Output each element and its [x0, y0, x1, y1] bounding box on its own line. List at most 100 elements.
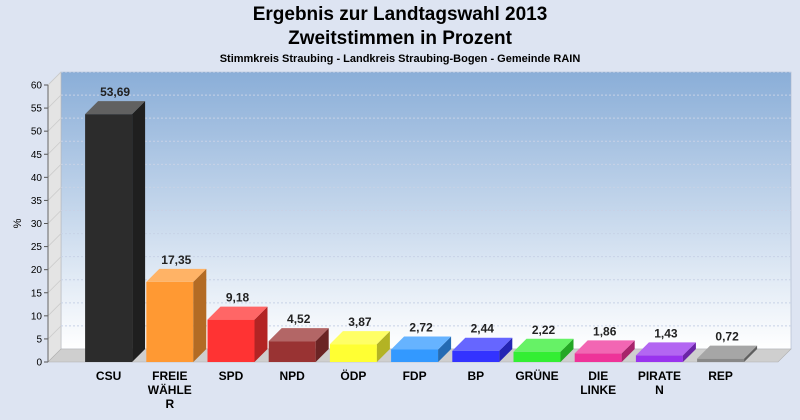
bar-top	[268, 328, 329, 342]
bar-side	[744, 345, 758, 362]
grid-line-side	[47, 302, 62, 317]
x-tick-label: LINKE	[580, 383, 616, 397]
x-tick-label: SPD	[219, 369, 244, 383]
grid-line-side	[47, 325, 62, 340]
grid-line-side	[47, 164, 62, 178]
bar-side	[438, 336, 452, 362]
data-label: 17,35	[161, 253, 191, 267]
chart-title: Ergebnis zur Landtagswahl 2013	[252, 4, 548, 25]
bar-10	[697, 345, 758, 362]
bar-top	[452, 337, 513, 351]
bar-front	[146, 281, 194, 362]
bar-top	[329, 331, 390, 345]
y-tick-label: 25	[31, 242, 43, 253]
bar-4	[329, 331, 390, 362]
bar-side	[560, 338, 574, 362]
bar-top	[146, 268, 207, 282]
bar-top	[574, 340, 635, 354]
x-tick-label: DIE	[588, 369, 608, 383]
x-tick-label: NPD	[280, 369, 306, 383]
y-tick-label: 30	[31, 219, 43, 230]
grid-line-side	[47, 94, 62, 109]
chart-subtitle: Zweitstimmen in Prozent	[288, 28, 512, 49]
data-label: 1,86	[593, 324, 617, 338]
grid-line-side	[47, 233, 62, 247]
data-label: 1,43	[654, 326, 678, 340]
bar-side	[254, 306, 268, 362]
y-tick-label: 60	[31, 81, 43, 92]
x-tick-label: GRÜNE	[515, 368, 558, 383]
y-tick-label: 10	[31, 311, 43, 322]
x-tick-label: N	[655, 383, 664, 397]
grid-line-side	[47, 279, 62, 294]
bar-top	[391, 336, 452, 350]
bar-0	[85, 101, 146, 362]
bar-top	[697, 345, 758, 359]
bar-5	[391, 336, 452, 362]
y-axis-label: %	[12, 218, 24, 228]
chart-caption: Stimmkreis Straubing - Landkreis Straubi…	[219, 53, 581, 65]
x-tick-label: WÄHLE	[148, 382, 192, 397]
bar-front	[513, 351, 561, 362]
grid-line-side	[47, 256, 62, 270]
bar-front	[329, 344, 377, 362]
data-label: 2,44	[471, 322, 495, 336]
bar-side	[132, 101, 146, 362]
bar-front	[391, 349, 439, 362]
y-tick-label: 55	[31, 104, 43, 115]
data-label: 9,18	[226, 291, 250, 305]
bar-2	[207, 306, 268, 362]
bar-side	[193, 268, 207, 362]
x-tick-label: FREIE	[152, 369, 187, 383]
y-tick-label: 40	[31, 173, 43, 184]
x-tick-label: BP	[467, 369, 484, 383]
x-tick-label: R	[165, 397, 174, 411]
bar-front	[85, 114, 133, 362]
y-tick-label: 15	[31, 288, 43, 299]
bar-front	[452, 350, 500, 362]
x-tick-label: PIRATE	[638, 369, 681, 383]
y-tick-label: 50	[31, 127, 43, 138]
data-label: 2,72	[409, 320, 433, 334]
x-tick-label: CSU	[96, 369, 121, 383]
bar-front	[207, 319, 255, 362]
grid-line-side	[47, 210, 62, 224]
grid-line-side	[47, 140, 62, 155]
data-label: 4,52	[287, 312, 311, 326]
bar-top	[207, 306, 268, 320]
bar-3	[268, 328, 329, 362]
bar-side	[621, 340, 635, 362]
data-label: 2,22	[532, 323, 556, 337]
data-label: 53,69	[100, 85, 130, 99]
bar-front	[268, 341, 316, 362]
x-tick-label: REP	[708, 369, 733, 383]
bar-1	[146, 268, 207, 362]
data-label: 0,72	[715, 330, 739, 344]
bar-front	[635, 355, 683, 362]
bar-top	[635, 342, 696, 356]
y-tick-label: 35	[31, 196, 43, 207]
bar-side	[376, 331, 390, 362]
bar-side	[499, 337, 513, 362]
y-tick-label: 5	[36, 334, 42, 345]
bar-top	[85, 101, 146, 115]
grid-line-side	[47, 187, 62, 201]
grid-line-side	[47, 117, 62, 132]
bar-7	[513, 338, 574, 362]
bar-top	[513, 338, 574, 352]
bar-8	[574, 340, 635, 362]
x-tick-label: FDP	[403, 369, 427, 383]
y-tick-label: 0	[36, 358, 42, 369]
data-label: 3,87	[348, 315, 372, 329]
bar-front	[574, 353, 622, 362]
bar-9	[635, 342, 696, 362]
grid-line-side	[47, 71, 62, 86]
y-tick-label: 20	[31, 265, 43, 276]
bar-front	[697, 358, 745, 362]
bar-side	[682, 342, 696, 362]
bar-6	[452, 337, 513, 362]
bar-side	[315, 328, 329, 362]
y-tick-label: 45	[31, 150, 43, 161]
